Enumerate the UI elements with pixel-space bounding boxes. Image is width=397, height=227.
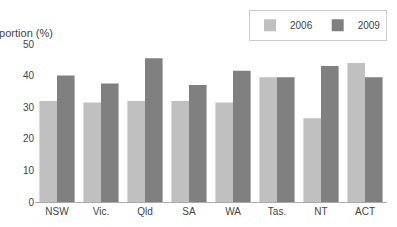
svg-text:Tas.: Tas. (268, 206, 286, 217)
svg-text:20: 20 (23, 133, 35, 144)
svg-text:40: 40 (23, 70, 35, 81)
svg-text:Proportion (%): Proportion (%) (0, 27, 53, 39)
svg-text:WA: WA (225, 206, 241, 217)
svg-text:2006: 2006 (290, 20, 313, 31)
svg-text:NSW: NSW (45, 206, 69, 217)
svg-text:NT: NT (314, 206, 327, 217)
svg-text:Qld: Qld (137, 206, 153, 217)
svg-text:Vic.: Vic. (93, 206, 110, 217)
svg-text:0: 0 (28, 197, 34, 208)
svg-text:2009: 2009 (358, 20, 381, 31)
svg-text:30: 30 (23, 102, 35, 113)
svg-text:10: 10 (23, 165, 35, 176)
svg-text:ACT: ACT (355, 206, 375, 217)
svg-text:SA: SA (182, 206, 196, 217)
svg-text:50: 50 (23, 39, 35, 50)
